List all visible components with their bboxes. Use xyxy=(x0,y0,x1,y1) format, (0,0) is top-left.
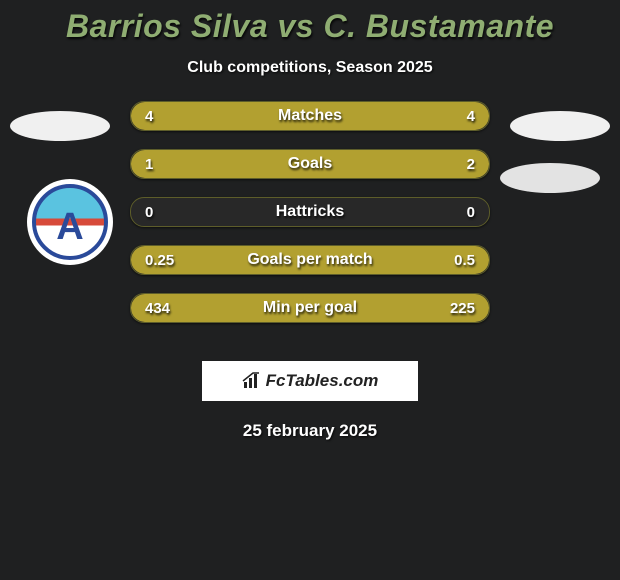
brand-text: FcTables.com xyxy=(266,371,379,391)
comparison-infographic: Barrios Silva vs C. Bustamante Club comp… xyxy=(0,0,620,580)
stat-row: 00Hattricks xyxy=(130,197,490,227)
brand-box: FcTables.com xyxy=(202,361,418,401)
page-subtitle: Club competitions, Season 2025 xyxy=(0,59,620,77)
club-badge: A xyxy=(27,179,113,265)
stat-label: Matches xyxy=(131,102,489,130)
club-badge-inner: A xyxy=(32,184,108,260)
date-text: 25 february 2025 xyxy=(0,421,620,441)
main-area: A 44Matches12Goals00Hattricks0.250.5Goal… xyxy=(0,119,620,359)
player-left-silhouette xyxy=(10,111,110,141)
page-title: Barrios Silva vs C. Bustamante xyxy=(0,0,620,45)
club-badge-letter: A xyxy=(56,206,83,249)
stat-label: Min per goal xyxy=(131,294,489,322)
stat-row: 0.250.5Goals per match xyxy=(130,245,490,275)
stat-label: Hattricks xyxy=(131,198,489,226)
stat-row: 434225Min per goal xyxy=(130,293,490,323)
player-right-silhouette-1 xyxy=(510,111,610,141)
stat-label: Goals per match xyxy=(131,246,489,274)
stat-row: 44Matches xyxy=(130,101,490,131)
player-right-silhouette-2 xyxy=(500,163,600,193)
stat-row: 12Goals xyxy=(130,149,490,179)
stat-label: Goals xyxy=(131,150,489,178)
stat-bars: 44Matches 12Goals 00Hattricks 0.250.5Goals … xyxy=(130,101,490,341)
bar-chart-icon xyxy=(242,372,262,390)
